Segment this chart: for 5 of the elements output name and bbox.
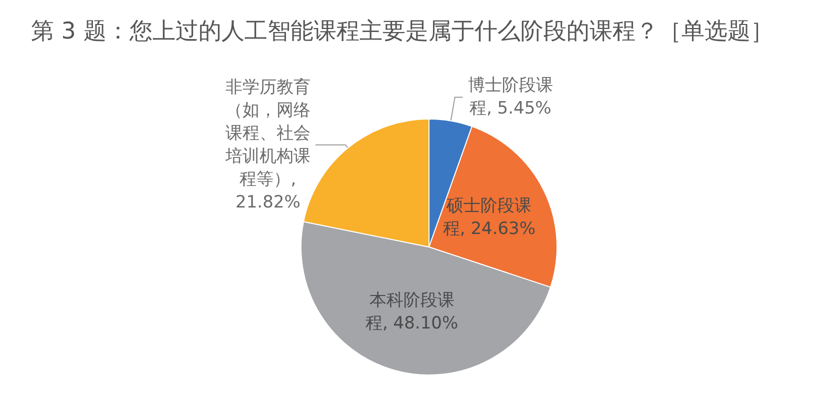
chart-title: 第 3 题：您上过的人工智能课程主要是属于什么阶段的课程？［单选题］: [31, 18, 774, 44]
slice-label: 博士阶段课程, 5.45%: [468, 76, 553, 119]
slice-label: 非学历教育（如，网络课程、社会培训机构课程等）, 21.82%: [224, 77, 310, 212]
slice-label: 硕士阶段课程, 24.63%: [442, 196, 536, 240]
slice-label: 本科阶段课程, 48.10%: [365, 290, 458, 334]
